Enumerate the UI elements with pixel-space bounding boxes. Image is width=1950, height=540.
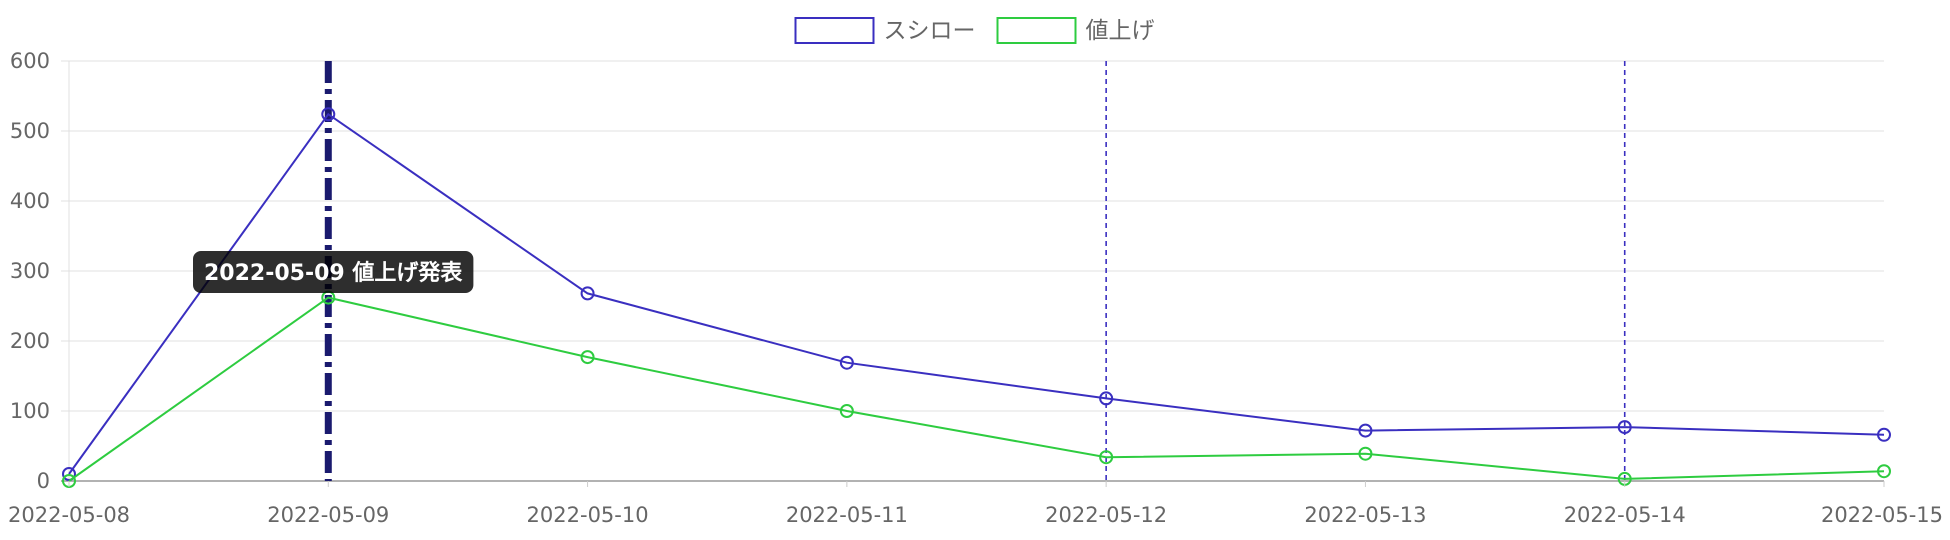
y-tick-label: 500 (10, 119, 50, 143)
series-line-0 (68, 112, 1885, 475)
data-point (1617, 420, 1632, 435)
x-tick-label: 2022-05-08 (8, 503, 130, 527)
data-point (321, 107, 336, 122)
y-tick-label: 600 (10, 49, 50, 73)
data-point (1358, 423, 1373, 438)
annotation-tooltip-text: 2022-05-09 値上げ発表 (204, 261, 463, 286)
y-tick-label: 400 (10, 189, 50, 213)
data-point (580, 350, 595, 365)
y-tick-label: 300 (10, 259, 50, 283)
x-tick-label: 2022-05-12 (1045, 503, 1167, 527)
data-point (839, 404, 854, 418)
x-tick-label: 2022-05-10 (527, 503, 649, 527)
legend-swatch (794, 17, 875, 44)
y-tick-label: 100 (10, 399, 50, 423)
axis-layer: 0 100 200 300 400 500 600 2022-05-08 2022-05-09 2… (8, 49, 1943, 527)
data-point (1099, 450, 1114, 465)
annotation-tooltip: 2022-05-09 値上げ発表 (193, 251, 474, 293)
legend-item: スシロー (794, 17, 976, 44)
x-tick-label: 2022-05-09 (267, 503, 389, 527)
y-tick-label: 0 (37, 469, 50, 493)
legend: スシロー 値上げ (794, 17, 1155, 44)
data-point (1358, 446, 1373, 461)
data-point (580, 286, 595, 301)
legend-item: 値上げ (996, 17, 1155, 44)
data-point (839, 355, 854, 370)
x-tick-label: 2022-05-15 (1821, 503, 1943, 527)
data-point (1877, 427, 1891, 442)
x-tick-label: 2022-05-14 (1564, 503, 1686, 527)
legend-swatch (996, 17, 1077, 44)
data-point (1877, 464, 1891, 479)
legend-label: スシロー (884, 18, 976, 44)
series-layer (62, 107, 1891, 488)
legend-label: 値上げ (1086, 18, 1155, 44)
y-tick-label: 200 (10, 329, 50, 353)
series-line-1 (68, 296, 1885, 482)
x-tick-label: 2022-05-13 (1304, 503, 1426, 527)
x-tick-label: 2022-05-11 (786, 503, 908, 527)
annotation-tooltip-box (193, 251, 474, 293)
data-point (1099, 391, 1114, 406)
annotation-tooltip-layer: 2022-05-09 値上げ発表 (193, 251, 474, 293)
